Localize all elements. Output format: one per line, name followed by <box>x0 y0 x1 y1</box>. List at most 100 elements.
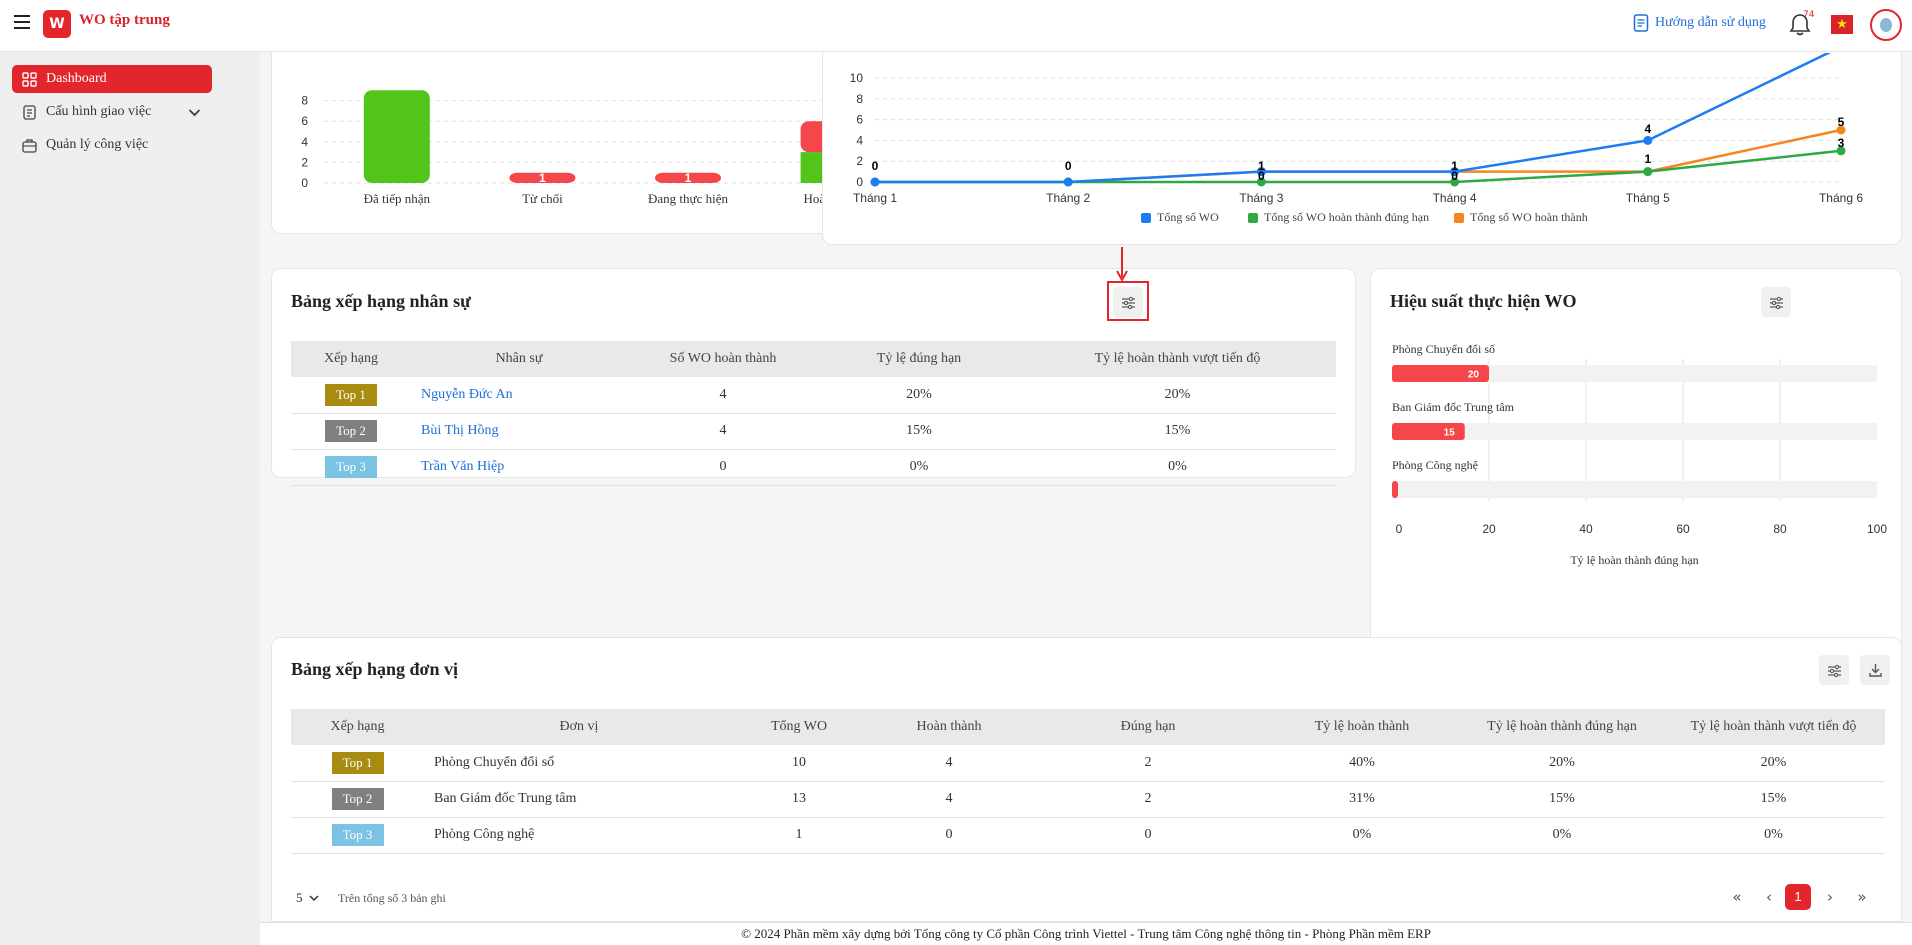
avatar[interactable] <box>1870 9 1902 41</box>
column-header[interactable]: Tỷ lệ hoàn thành vượt tiến độ <box>1019 341 1336 377</box>
y-tick-label: 8 <box>301 94 308 108</box>
sidebar-item-task-config[interactable]: Cấu hình giao việc <box>12 98 212 126</box>
first-page-button[interactable]: « <box>1732 888 1742 906</box>
table-row: Top 1 Nguyễn Đức An 4 20% 20% <box>291 377 1336 414</box>
legend-label: Tổng số WO hoàn thành đúng hạn <box>1264 210 1430 224</box>
ontime-rate: 20% <box>819 377 1019 414</box>
grid-icon <box>22 71 37 87</box>
prev-page-button[interactable]: ‹ <box>1766 888 1772 906</box>
main-content: 0 2 4 6 8 Đã tiếp nhận 1 Từ chối 1 Đang thực hiện… <box>260 32 1912 922</box>
page-number-button[interactable]: 1 <box>1785 884 1811 910</box>
x-axis-title: Tỷ lệ hoàn thành đúng hạn <box>1570 553 1698 567</box>
data-point <box>1836 125 1846 135</box>
column-header[interactable]: Đúng hạn <box>1034 709 1262 745</box>
bar-fill <box>1392 365 1489 382</box>
category-label: Ban Giám đốc Trung tâm <box>1392 400 1515 414</box>
column-header[interactable]: Xếp hạng <box>291 709 424 745</box>
y-tick-label: 0 <box>301 176 308 190</box>
download-button[interactable] <box>1860 655 1890 685</box>
rank-badge: Top 2 <box>325 420 377 442</box>
y-tick-label: 4 <box>856 133 863 147</box>
table-row: Top 2 Bùi Thị Hồng 4 15% 15% <box>291 413 1336 450</box>
done-count: 4 <box>864 781 1034 818</box>
staff-name-link[interactable]: Trần Văn Hiệp <box>421 459 505 474</box>
total-wo: 1 <box>734 817 864 854</box>
unit-ranking-table: Xếp hạng Đơn vị Tổng WO Hoàn thành Đúng … <box>291 709 1885 854</box>
legend-item[interactable]: Tổng số WO hoàn thành đúng hạn <box>1248 210 1429 225</box>
table-header-row: Xếp hạng Nhân sự Số WO hoàn thành Tỷ lệ … <box>291 341 1336 377</box>
column-header[interactable]: Số WO hoàn thành <box>627 341 819 377</box>
bar-track <box>1392 481 1877 498</box>
y-tick-label: 6 <box>301 114 308 128</box>
column-header[interactable]: Đơn vị <box>424 709 734 745</box>
column-header[interactable]: Tỷ lệ hoàn thành đúng hạn <box>1462 709 1662 745</box>
staff-ranking-title: Bảng xếp hạng nhân sự <box>291 291 471 311</box>
done-count: 4 <box>864 745 1034 782</box>
done-count: 0 <box>864 817 1034 854</box>
legend-swatch <box>1454 212 1464 223</box>
ahead-rate: 0% <box>1019 449 1336 486</box>
data-label: 1 <box>1451 159 1458 173</box>
ontime-rate: 20% <box>1462 745 1662 782</box>
page-size-select[interactable]: 5 <box>296 890 319 906</box>
sidebar-item-dashboard[interactable]: Dashboard <box>12 65 212 93</box>
category-label: Phòng Chuyển đổi số <box>1392 342 1495 356</box>
briefcase-icon <box>22 138 37 153</box>
sliders-icon <box>1769 296 1783 309</box>
chevron-down-icon[interactable] <box>187 105 202 120</box>
rank-badge: Top 3 <box>325 456 377 478</box>
staff-name-link[interactable]: Bùi Thị Hồng <box>421 423 499 438</box>
legend-item[interactable]: Tổng số WO hoàn thành <box>1454 210 1588 225</box>
ontime-rate: 0% <box>1462 817 1662 854</box>
bell-icon[interactable] <box>1789 13 1811 37</box>
trend-chart-card: 0 2 4 6 8 10 Tháng 1 Tháng 2 Tháng 3 Tháng 4 Tháng… <box>822 32 1902 245</box>
ontime-rate: 15% <box>819 413 1019 450</box>
ontime-rate: 15% <box>1462 781 1662 818</box>
column-header[interactable]: Xếp hạng <box>291 341 411 377</box>
unit-ranking-card: Bảng xếp hạng đơn vị Xếp hạng Đơn vị Tổn… <box>271 637 1902 922</box>
rank-badge: Top 2 <box>331 788 384 810</box>
legend-swatch <box>1141 212 1151 223</box>
sliders-icon <box>1121 296 1135 309</box>
series-line <box>875 128 1842 184</box>
ontime-count: 2 <box>1034 781 1262 818</box>
column-header[interactable]: Tổng WO <box>734 709 864 745</box>
filter-button[interactable] <box>1113 287 1143 317</box>
next-page-button[interactable]: › <box>1827 888 1833 906</box>
ahead-rate: 15% <box>1662 781 1885 818</box>
series-line <box>875 149 1842 184</box>
data-point <box>1450 177 1460 187</box>
performance-card: Hiệu suất thực hiện WO Phòng Chuyển đổi … <box>1370 268 1902 660</box>
last-page-button[interactable]: » <box>1857 888 1867 906</box>
user-guide-link[interactable]: Hướng dẫn sử dụng <box>1633 14 1766 32</box>
column-header[interactable]: Tỷ lệ hoàn thành <box>1262 709 1462 745</box>
total-wo: 10 <box>734 745 864 782</box>
data-label: 1 <box>1644 152 1651 166</box>
app-logo: W <box>43 10 71 38</box>
sidebar-item-task-management[interactable]: Quản lý công việc <box>12 131 212 159</box>
filter-button[interactable] <box>1819 655 1849 685</box>
vietnam-flag-icon[interactable]: ★ <box>1831 15 1853 34</box>
column-header[interactable]: Nhân sự <box>411 341 627 377</box>
data-label: 0 <box>872 159 879 173</box>
data-label: 4 <box>1644 122 1651 136</box>
staff-name-link[interactable]: Nguyễn Đức An <box>421 386 513 402</box>
sidebar-item-label: Cấu hình giao việc <box>46 104 152 119</box>
menu-icon[interactable] <box>14 15 30 29</box>
data-label: 5 <box>1838 115 1845 129</box>
unit-name: Phòng Công nghệ <box>424 817 734 854</box>
page-footer: © 2024 Phần mềm xây dựng bởi Tổng công t… <box>260 922 1912 945</box>
table-row: Top 2 Ban Giám đốc Trung tâm 13 4 2 31% … <box>291 781 1885 818</box>
legend-item[interactable]: Tổng số WO <box>1141 210 1219 225</box>
filter-button[interactable] <box>1761 287 1791 317</box>
y-tick-label: 2 <box>856 154 863 168</box>
ahead-rate: 20% <box>1662 745 1885 782</box>
staff-ranking-card: Bảng xếp hạng nhân sự Xếp hạng Nhân sự S… <box>271 247 1356 486</box>
column-header[interactable]: Tỷ lệ đúng hạn <box>819 341 1019 377</box>
data-point <box>1450 167 1460 177</box>
data-point <box>1063 177 1073 187</box>
column-header[interactable]: Hoàn thành <box>864 709 1034 745</box>
column-header[interactable]: Tỷ lệ hoàn thành vượt tiến độ <box>1662 709 1885 745</box>
document-icon <box>1633 14 1649 32</box>
